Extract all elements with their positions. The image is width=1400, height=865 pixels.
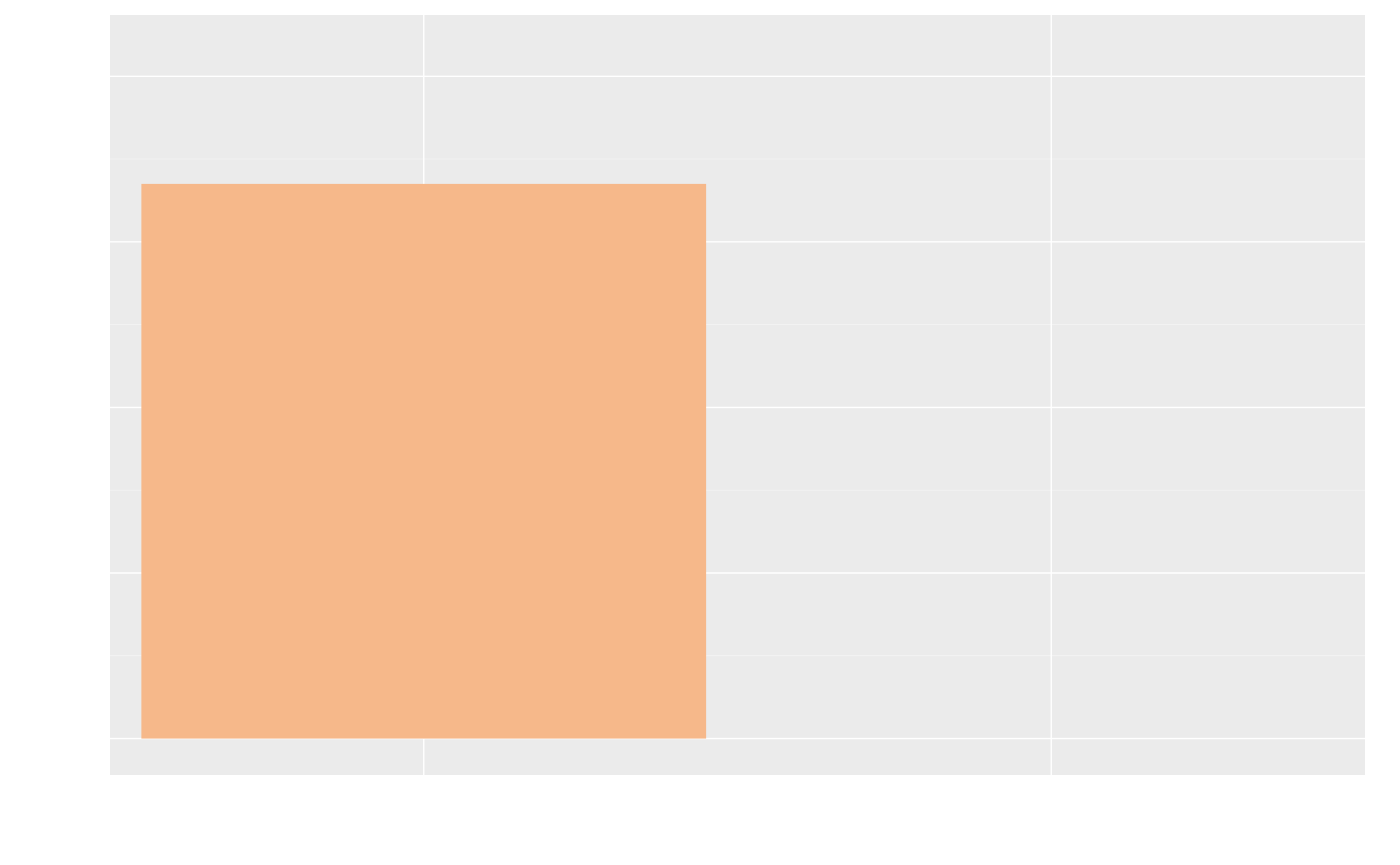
bar-chart [0,0,1400,865]
bar [141,184,706,739]
